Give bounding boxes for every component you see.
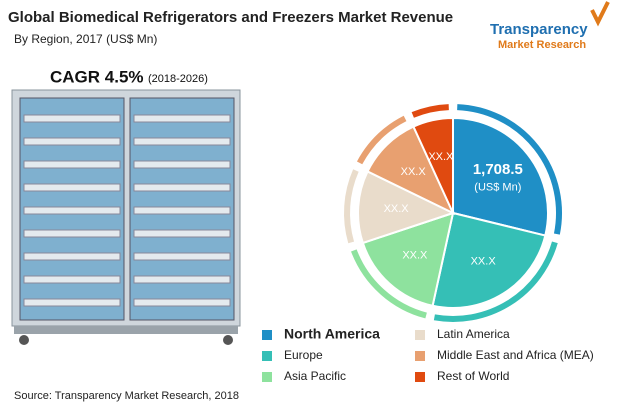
refrigerator-illustration [11,89,241,345]
value-label: XX.X [471,255,497,267]
legend-label: Middle East and Africa (MEA) [437,348,594,362]
fridge-shelf [133,160,231,169]
fridge-shelf [23,275,121,284]
logo: Transparency Market Research [490,1,610,51]
outer-arc [457,104,562,235]
pie-slice [357,170,456,245]
outer-arc [356,115,407,165]
fridge-shelf [133,183,231,192]
legend-swatch [415,372,425,382]
value-label: 1,708.5 [473,161,523,178]
value-label: XX.X [401,166,427,178]
fridge-shelf [23,114,121,123]
title: Global Biomedical Refrigerators and Free… [8,9,453,26]
fridge-shelf [23,206,121,215]
fridge-shelf [23,298,121,307]
fridge-shelf [23,183,121,192]
source: Source: Transparency Market Research, 20… [14,390,239,402]
fridge-shelf [23,229,121,238]
outer-arc [411,104,449,118]
subtitle: By Region, 2017 (US$ Mn) [14,32,157,46]
legend-label: Rest of World [437,369,509,383]
legend-label: Europe [284,348,323,362]
outer-arc [433,241,558,322]
fridge-wheel [19,335,29,345]
logo-name: Transparency [490,21,588,38]
fridge-shelf [133,275,231,284]
outer-arc [344,169,359,244]
fridge-shelf [133,252,231,261]
legend-label: Asia Pacific [284,369,346,383]
value-label: XX.X [402,249,428,261]
fridge-shelf [133,137,231,146]
fridge-shelf [133,114,231,123]
pie-slice [412,116,454,214]
fridge-shelf [133,229,231,238]
fridge-shelf [23,160,121,169]
cagr: CAGR 4.5% [50,67,144,86]
fridge-base [14,326,238,334]
legend-swatch [415,330,425,340]
legend-swatch [415,351,425,361]
fridge-shelf [133,298,231,307]
value-label: XX.X [384,203,410,215]
value-label: XX.X [428,151,454,163]
pie-slice [366,125,456,216]
legend-label: North America [284,326,380,342]
fridge-shelf [23,137,121,146]
pie-slice [452,116,549,237]
pie-slice [431,211,547,309]
fridge-shelf [23,252,121,261]
legend-swatch [262,330,272,340]
unit-label: (US$ Mn) [474,182,521,194]
logo-line: Market Research [498,39,586,51]
fridge-wheel [223,335,233,345]
outer-arc [351,249,427,319]
legend-swatch [262,351,272,361]
legend-swatch [262,372,272,382]
cagr-period: (2018-2026) [148,73,208,85]
legend-label: Latin America [437,327,510,341]
fridge-shelf [133,206,231,215]
logo-mark [590,1,610,27]
